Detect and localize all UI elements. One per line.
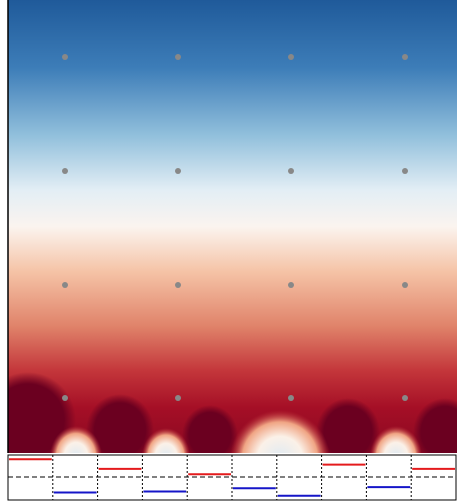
grid-dots [62, 54, 408, 401]
strip [9, 455, 455, 500]
